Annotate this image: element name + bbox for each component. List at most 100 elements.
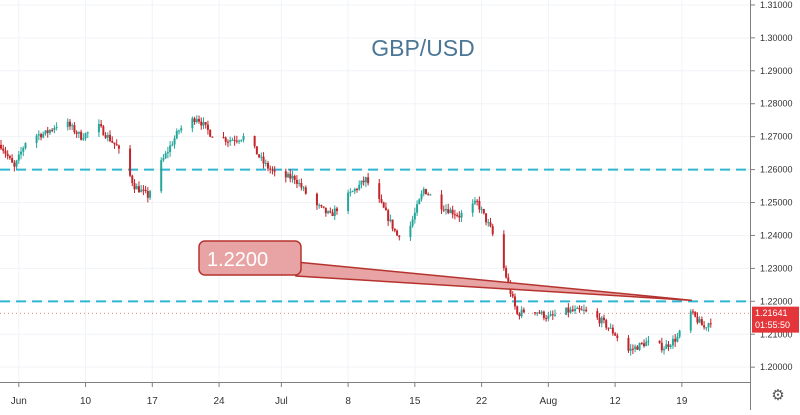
x-tick-label: 10 — [80, 396, 92, 407]
candle-body — [4, 150, 7, 154]
candle — [169, 140, 172, 157]
candle — [287, 171, 290, 178]
candle — [180, 125, 183, 134]
candle — [511, 291, 514, 299]
candle — [663, 346, 666, 355]
candle — [638, 342, 641, 352]
candle — [42, 131, 45, 139]
candle — [300, 178, 303, 191]
candle — [304, 185, 307, 195]
candle — [238, 139, 241, 145]
candle-body — [538, 312, 541, 314]
candle — [255, 146, 258, 155]
candle — [380, 194, 383, 204]
axes: 1.31000 1.30000 1.29000 1.28000 1.27000 1.260… — [0, 0, 793, 410]
candle — [333, 205, 336, 220]
candle — [453, 209, 456, 220]
candle — [295, 175, 298, 188]
candle — [231, 137, 234, 141]
candle — [267, 160, 269, 172]
candle-body — [574, 308, 577, 311]
candle — [571, 305, 574, 312]
candle-body — [200, 121, 203, 126]
candle-body — [491, 226, 494, 235]
candle-body — [71, 125, 74, 127]
candle-body — [384, 207, 387, 211]
candle — [358, 180, 361, 191]
x-tick-label: 8 — [345, 396, 351, 407]
x-tick-label: 24 — [213, 396, 225, 407]
candle — [360, 180, 363, 189]
candle — [104, 132, 107, 140]
y-tick-label: 1.25000 — [760, 198, 793, 208]
price-tags: 1.21641 01:55:50 — [0, 306, 799, 333]
candle-body — [86, 132, 89, 134]
candle — [393, 228, 396, 233]
candle-body — [451, 209, 454, 215]
candle — [178, 129, 180, 135]
candle — [15, 159, 18, 170]
candle — [367, 172, 370, 186]
candle — [289, 169, 292, 183]
candle-body — [129, 148, 132, 176]
candle-body — [540, 311, 543, 314]
candle — [298, 179, 301, 187]
candle — [273, 166, 276, 177]
candle-body — [133, 183, 136, 190]
candle — [17, 150, 20, 164]
candle-body — [202, 122, 205, 126]
candle-body — [75, 132, 78, 134]
candle-body — [142, 189, 145, 191]
candle-body — [178, 130, 180, 132]
candle-body — [580, 309, 583, 311]
candle — [384, 202, 387, 211]
candle-body — [705, 327, 708, 329]
candle-body — [393, 228, 396, 231]
candle — [707, 322, 710, 332]
candle — [522, 307, 525, 313]
candle-body — [109, 134, 112, 142]
candle — [44, 130, 47, 136]
candle — [115, 139, 118, 146]
candle — [538, 310, 541, 315]
gear-icon[interactable]: ⚙ — [771, 387, 785, 404]
candle — [171, 141, 174, 147]
candle-body — [413, 212, 416, 220]
candle-body — [258, 154, 261, 158]
candle-body — [658, 340, 661, 343]
candle — [262, 152, 265, 169]
x-tick-label: Jul — [275, 396, 288, 407]
price-tag-box — [752, 306, 799, 333]
candle-body — [609, 327, 612, 329]
candle — [391, 219, 394, 232]
price-callout[interactable]: 1.2200 — [198, 240, 693, 302]
candle — [602, 314, 605, 324]
candle — [166, 146, 169, 159]
candle-body — [209, 129, 212, 137]
candle — [471, 199, 474, 217]
candle-body — [298, 183, 301, 185]
candle-body — [233, 139, 236, 141]
candle — [605, 318, 608, 331]
candle-body — [144, 189, 147, 192]
candle — [226, 139, 229, 148]
candle — [198, 115, 201, 124]
candle — [335, 206, 338, 215]
candle-body — [104, 135, 107, 138]
candle — [258, 153, 261, 159]
candle-body — [140, 189, 143, 193]
candle — [424, 188, 427, 195]
candle-body — [416, 204, 419, 213]
candle — [0, 140, 2, 151]
candle — [2, 144, 5, 154]
candle — [318, 203, 321, 209]
candle-body — [356, 188, 358, 190]
candle — [86, 131, 89, 139]
candle-body — [255, 146, 258, 155]
candle-body — [80, 131, 83, 140]
candle — [24, 142, 27, 150]
candle-body — [667, 344, 670, 347]
candle-body — [106, 134, 109, 138]
